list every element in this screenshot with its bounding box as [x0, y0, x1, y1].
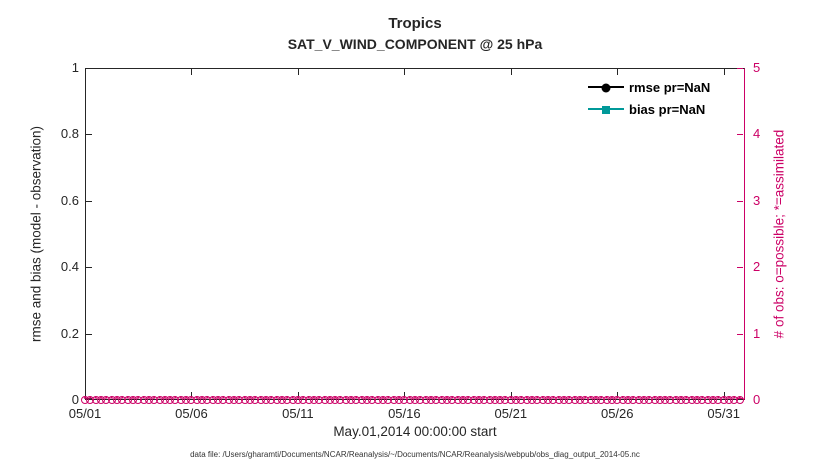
legend: rmse pr=NaN bias pr=NaN	[588, 76, 738, 120]
right-tick-mark	[737, 134, 743, 136]
bottom-tick-mark	[297, 392, 299, 398]
x-tick-label: 05/16	[388, 406, 421, 421]
bias-square-marker-icon	[602, 106, 610, 114]
right-tick-label: 1	[753, 325, 761, 341]
top-tick-mark	[617, 69, 619, 75]
legend-item-rmse: rmse pr=NaN	[588, 76, 738, 98]
right-tick-mark	[737, 68, 743, 69]
right-tick-label: 0	[753, 392, 761, 407]
top-tick-mark	[510, 69, 512, 75]
obs-marker: *	[735, 396, 744, 404]
left-tick-label: 1	[71, 60, 79, 75]
right-tick-label: 4	[753, 126, 761, 142]
bottom-tick-mark	[617, 392, 619, 398]
right-axis-label: # of obs: o=possible; *=assimilated	[771, 129, 787, 339]
bottom-tick-mark	[723, 392, 725, 398]
left-tick-mark	[86, 134, 92, 136]
right-tick-label: 3	[753, 192, 761, 208]
chart-title: Tropics	[388, 15, 442, 32]
x-axis-label: May.01,2014 00:00:00 start	[333, 424, 497, 439]
legend-label-rmse: rmse pr=NaN	[629, 79, 711, 95]
left-tick-label: 0.2	[60, 325, 79, 341]
right-tick-mark	[737, 267, 743, 269]
left-tick-label: 0.4	[60, 259, 79, 275]
data-file-caption: data file: /Users/gharamti/Documents/NCA…	[190, 450, 640, 459]
x-tick-label: 05/11	[282, 406, 314, 421]
x-tick-label: 05/21	[494, 406, 528, 421]
rmse-circle-marker-icon	[601, 83, 611, 93]
left-tick-mark	[86, 267, 92, 269]
bias-line-sample	[588, 106, 624, 114]
left-axis-label: rmse and bias (model - observation)	[28, 125, 44, 343]
left-tick-mark	[86, 68, 92, 69]
chart-subtitle: SAT_V_WIND_COMPONENT @ 25 hPa	[287, 36, 543, 52]
left-tick-label: 0.8	[60, 126, 79, 142]
left-tick-label: 0.6	[60, 192, 79, 208]
plot-area	[85, 68, 745, 400]
legend-label-bias: bias pr=NaN	[629, 101, 706, 117]
x-tick-label: 05/06	[175, 406, 208, 421]
right-tick-label: 2	[753, 259, 761, 275]
x-tick-label: 05/31	[707, 406, 740, 421]
legend-item-bias: bias pr=NaN	[588, 98, 738, 120]
right-tick-mark	[737, 333, 743, 335]
top-tick-mark	[191, 69, 193, 75]
right-tick-mark	[737, 200, 743, 202]
bottom-tick-mark	[191, 392, 193, 398]
left-tick-mark	[86, 333, 92, 335]
top-tick-mark	[297, 69, 299, 75]
top-tick-mark	[404, 69, 406, 75]
x-tick-label: 05/26	[600, 406, 634, 421]
top-tick-mark	[85, 69, 86, 75]
left-tick-label: 0	[71, 392, 79, 407]
bottom-tick-mark	[404, 392, 406, 398]
x-tick-label: 05/01	[68, 406, 102, 421]
right-tick-label: 5	[753, 60, 761, 75]
top-tick-mark	[723, 69, 725, 75]
bottom-tick-mark	[85, 392, 86, 398]
bottom-tick-mark	[510, 392, 512, 398]
left-tick-mark	[86, 200, 92, 202]
rmse-line-sample	[588, 83, 624, 93]
